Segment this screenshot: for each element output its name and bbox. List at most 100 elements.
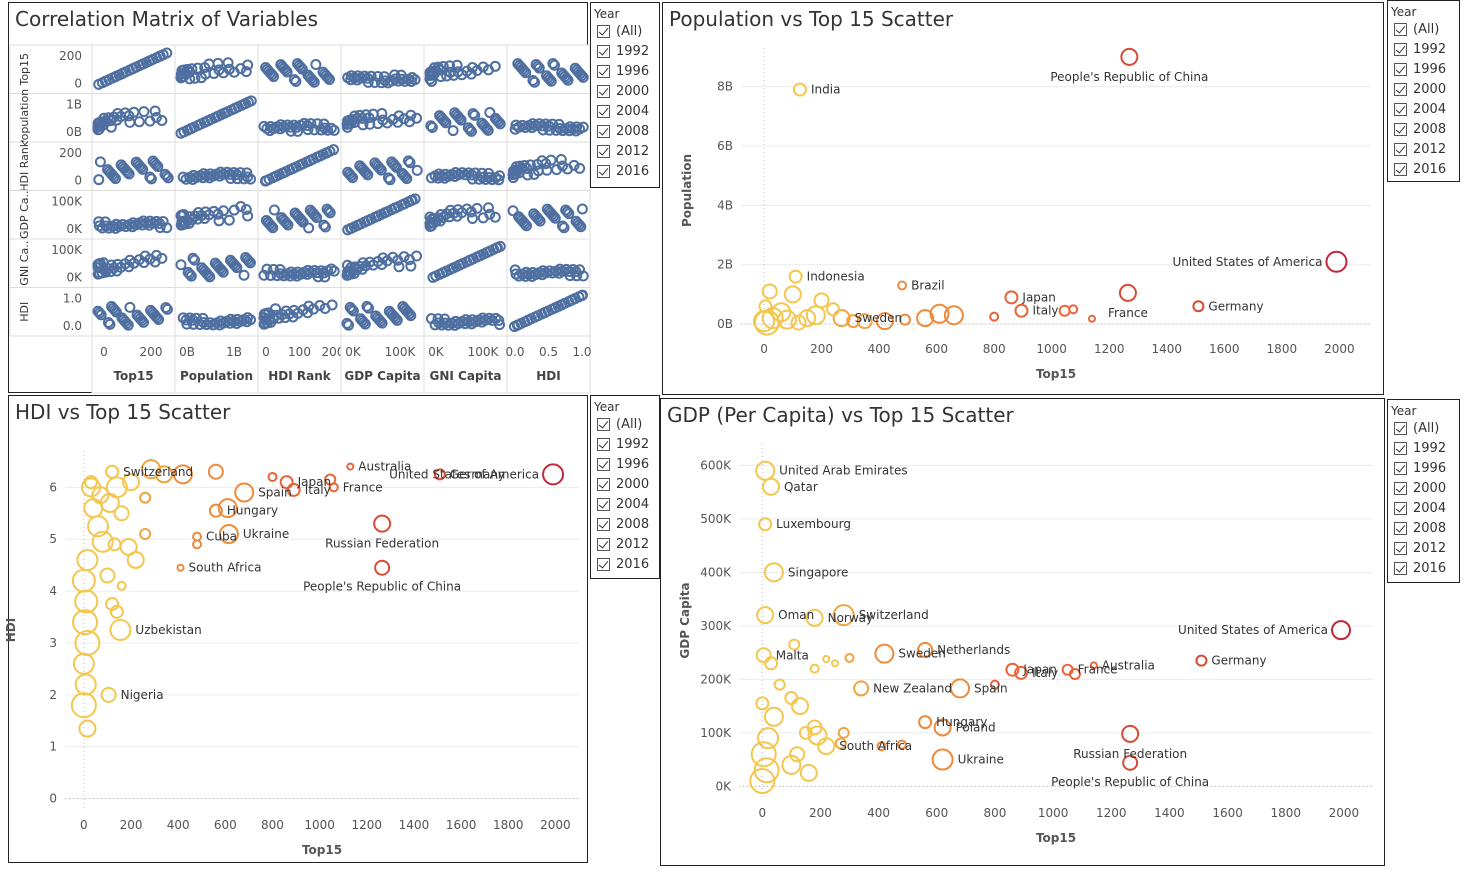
- checkbox-checked-icon[interactable]: [597, 64, 610, 78]
- matrix-point: [117, 161, 129, 173]
- year-filter-option[interactable]: 2004: [591, 101, 659, 121]
- checkbox-checked-icon[interactable]: [597, 557, 610, 571]
- checkbox-checked-icon[interactable]: [597, 417, 610, 431]
- checkbox-checked-icon[interactable]: [1394, 42, 1407, 56]
- checkbox-checked-icon[interactable]: [1394, 22, 1407, 36]
- checkbox-checked-icon[interactable]: [597, 104, 610, 118]
- checkbox-checked-icon[interactable]: [597, 437, 610, 451]
- checkbox-checked-icon[interactable]: [1394, 541, 1407, 555]
- x-tick-label: 1600: [1209, 342, 1240, 356]
- year-filter-option[interactable]: 1996: [1388, 59, 1459, 79]
- year-filter-option[interactable]: 2012: [1388, 139, 1459, 159]
- data-point: [755, 696, 770, 711]
- year-filter-option[interactable]: 2000: [591, 474, 659, 494]
- year-filter-option[interactable]: 2012: [1388, 538, 1459, 558]
- matrix-point: [411, 250, 423, 262]
- matrix-point: [105, 259, 117, 271]
- year-filter-option[interactable]: (All): [591, 21, 659, 41]
- year-filter-option[interactable]: 2016: [1388, 159, 1459, 179]
- year-filter-option[interactable]: 1992: [1388, 438, 1459, 458]
- checkbox-checked-icon[interactable]: [1394, 102, 1407, 116]
- matrix-point: [306, 206, 318, 218]
- matrix-point: [450, 166, 462, 178]
- legend-title: Year: [594, 400, 620, 414]
- point-label: Netherlands: [937, 643, 1010, 657]
- matrix-point: [106, 301, 118, 313]
- checkbox-checked-icon[interactable]: [1394, 501, 1407, 515]
- checkbox-checked-icon[interactable]: [597, 477, 610, 491]
- year-filter-option[interactable]: 2004: [1388, 99, 1459, 119]
- matrix-point: [484, 208, 496, 220]
- checkbox-checked-icon[interactable]: [1394, 421, 1407, 435]
- point-label: Germany: [450, 467, 505, 481]
- point-label: India: [811, 83, 840, 97]
- data-point: [917, 641, 934, 658]
- year-filter-option[interactable]: 2012: [591, 534, 659, 554]
- matrix-point: [187, 252, 199, 264]
- checkbox-checked-icon[interactable]: [597, 124, 610, 138]
- checkbox-checked-icon[interactable]: [1394, 521, 1407, 535]
- year-filter-option[interactable]: 1996: [591, 454, 659, 474]
- year-filter-option[interactable]: 1996: [591, 61, 659, 81]
- checkbox-checked-icon[interactable]: [597, 24, 610, 38]
- year-filter-option[interactable]: 1996: [1388, 458, 1459, 478]
- checkbox-checked-icon[interactable]: [1394, 162, 1407, 176]
- checkbox-checked-icon[interactable]: [1394, 142, 1407, 156]
- data-point: [989, 311, 1000, 322]
- matrix-point: [510, 161, 522, 173]
- point-label: United States of America: [1178, 623, 1328, 637]
- matrix-row-label: Top15: [18, 53, 31, 87]
- checkbox-checked-icon[interactable]: [1394, 122, 1407, 136]
- checkbox-checked-icon[interactable]: [597, 44, 610, 58]
- year-filter-option[interactable]: 1992: [591, 434, 659, 454]
- matrix-point: [102, 317, 114, 329]
- matrix-point: [434, 110, 446, 122]
- year-filter-option[interactable]: 2000: [591, 81, 659, 101]
- data-point: [826, 302, 841, 317]
- matrix-point: [513, 59, 525, 71]
- year-filter-option[interactable]: 1992: [1388, 39, 1459, 59]
- checkbox-checked-icon[interactable]: [597, 537, 610, 551]
- matrix-point: [319, 122, 331, 134]
- data-point: [1325, 250, 1348, 273]
- matrix-point: [189, 72, 201, 84]
- checkbox-checked-icon[interactable]: [597, 497, 610, 511]
- checkbox-checked-icon[interactable]: [1394, 461, 1407, 475]
- matrix-point: [102, 164, 114, 176]
- checkbox-checked-icon[interactable]: [1394, 441, 1407, 455]
- matrix-point: [372, 210, 384, 222]
- year-filter-option[interactable]: 1992: [591, 41, 659, 61]
- data-point: [875, 312, 894, 331]
- year-filter-option[interactable]: 2016: [591, 554, 659, 574]
- matrix-point: [287, 162, 299, 174]
- checkbox-checked-icon[interactable]: [1394, 481, 1407, 495]
- year-filter-option[interactable]: 2000: [1388, 478, 1459, 498]
- year-filter-option[interactable]: (All): [1388, 19, 1459, 39]
- year-filter-option[interactable]: 2008: [591, 514, 659, 534]
- year-filter-option[interactable]: 2004: [591, 494, 659, 514]
- checkbox-checked-icon[interactable]: [597, 84, 610, 98]
- checkbox-checked-icon[interactable]: [597, 457, 610, 471]
- matrix-point: [383, 305, 395, 317]
- checkbox-checked-icon[interactable]: [1394, 82, 1407, 96]
- year-filter-option[interactable]: 2004: [1388, 498, 1459, 518]
- checkbox-checked-icon[interactable]: [1394, 561, 1407, 575]
- checkbox-checked-icon[interactable]: [597, 517, 610, 531]
- year-filter-option[interactable]: 2008: [591, 121, 659, 141]
- year-filter-option[interactable]: (All): [1388, 418, 1459, 438]
- year-filter-option[interactable]: 2000: [1388, 79, 1459, 99]
- point-label: Australia: [358, 460, 411, 474]
- year-filter-option[interactable]: (All): [591, 414, 659, 434]
- point-label: Italy: [305, 483, 331, 497]
- checkbox-checked-icon[interactable]: [597, 164, 610, 178]
- checkbox-checked-icon[interactable]: [597, 144, 610, 158]
- data-point: [837, 726, 850, 739]
- year-filter-option[interactable]: 2016: [591, 161, 659, 181]
- matrix-point: [344, 301, 356, 313]
- year-filter-option[interactable]: 2016: [1388, 558, 1459, 578]
- year-filter-option[interactable]: 2008: [1388, 518, 1459, 538]
- checkbox-checked-icon[interactable]: [1394, 62, 1407, 76]
- year-filter-option[interactable]: 2008: [1388, 119, 1459, 139]
- year-filter-option[interactable]: 2012: [591, 141, 659, 161]
- matrix-point: [343, 319, 355, 331]
